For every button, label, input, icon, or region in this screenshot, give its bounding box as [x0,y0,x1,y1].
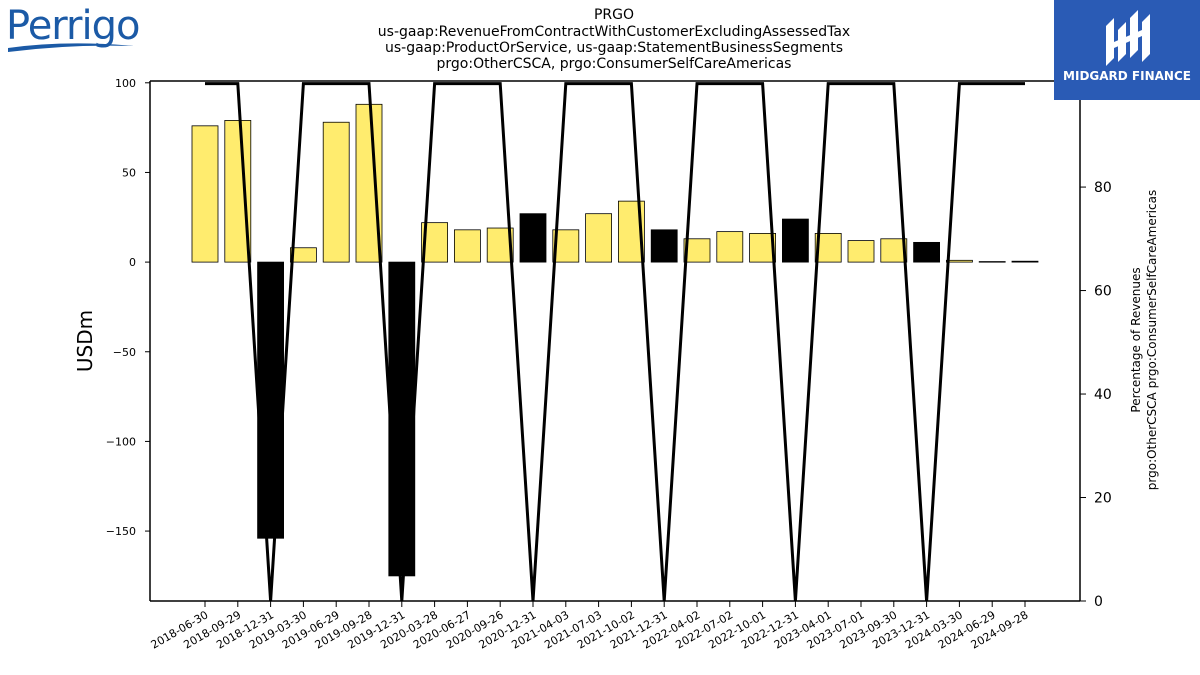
bar-2023-07-01 [847,240,875,263]
y-axis-right-label-line1: Percentage of Revenues [1129,267,1143,412]
bar-2024-03-30 [946,259,973,263]
chart-title-members: prgo:OtherCSCA, prgo:ConsumerSelfCareAme… [436,56,792,72]
midgard-logo-text: MIDGARD FINANCE [1063,69,1191,83]
bar-2023-09-30 [880,238,908,263]
chart-title-ticker: PRGO [593,7,635,23]
bar-2021-07-03 [585,213,612,263]
perrigo-swoosh-icon [8,43,134,52]
ytick-left-label: −100 [106,435,136,448]
bar-2020-12-31 [519,213,547,263]
ytick-left-label: −50 [113,346,136,359]
bar-2024-09-28 [1011,260,1039,263]
y-axis-right-label-line2: prgo:OtherCSCA prgo:ConsumerSelfCareAmer… [1145,190,1159,490]
bar-2023-12-31 [913,241,940,263]
ytick-left-label: 50 [122,166,136,179]
ytick-left-label: 0 [129,256,136,269]
perrigo-logo: Perrigo [6,3,140,54]
bar-2024-06-29 [978,261,1006,263]
ytick-right-label: 80 [1094,180,1112,196]
ytick-left-label: −150 [106,525,136,538]
bar-2018-12-31 [257,261,285,539]
midgard-emblem-icon [1106,10,1150,66]
y-axis-label: USDm [73,310,97,372]
percentage-line [205,82,1025,602]
ytick-right-label: 20 [1094,491,1112,507]
chart-title-concept: us-gaap:RevenueFromContractWithCustomerE… [377,24,851,40]
ytick-left-label: 100 [115,77,136,90]
midgard-finance-logo: MIDGARD FINANCE [1054,0,1200,100]
perrigo-logo-text: Perrigo [6,3,140,49]
bar-2020-06-27 [453,229,481,263]
bar-2019-06-29 [322,121,350,263]
bar-2019-03-30 [289,247,317,263]
bar-2022-04-02 [683,238,711,263]
ytick-right-label: 0 [1094,594,1103,610]
bar-2021-12-31 [650,229,678,263]
bar-2022-07-02 [716,231,744,263]
chart-title-axes: us-gaap:ProductOrService, us-gaap:Statem… [384,40,843,56]
bar-2022-12-31 [782,218,809,263]
bar-2019-12-31 [388,261,416,577]
ytick-right-label: 40 [1094,387,1112,403]
bar-2018-06-30 [191,125,219,263]
ytick-right-label: 60 [1094,284,1112,300]
